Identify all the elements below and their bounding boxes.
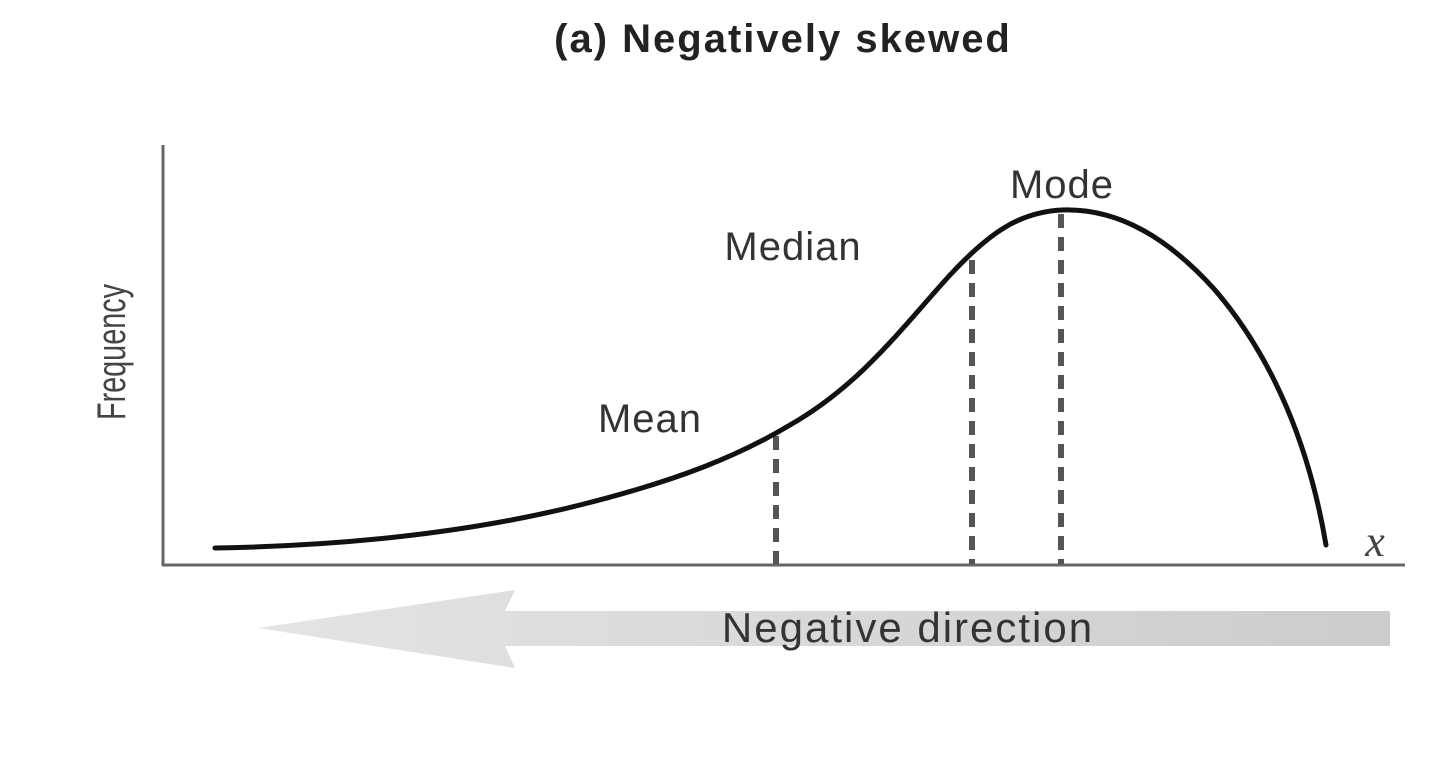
direction-label: Negative direction [722, 604, 1094, 651]
median-label: Median [724, 225, 861, 269]
mean-label: Mean [598, 397, 702, 441]
x-axis-label: x [1364, 517, 1385, 566]
left-arrow-icon [258, 590, 1390, 668]
mode-label: Mode [1010, 163, 1114, 207]
distribution-curve [212, 207, 1329, 551]
diagram-title: (a) Negatively skewed [554, 17, 1012, 61]
y-axis-label: Frequency [89, 284, 134, 421]
